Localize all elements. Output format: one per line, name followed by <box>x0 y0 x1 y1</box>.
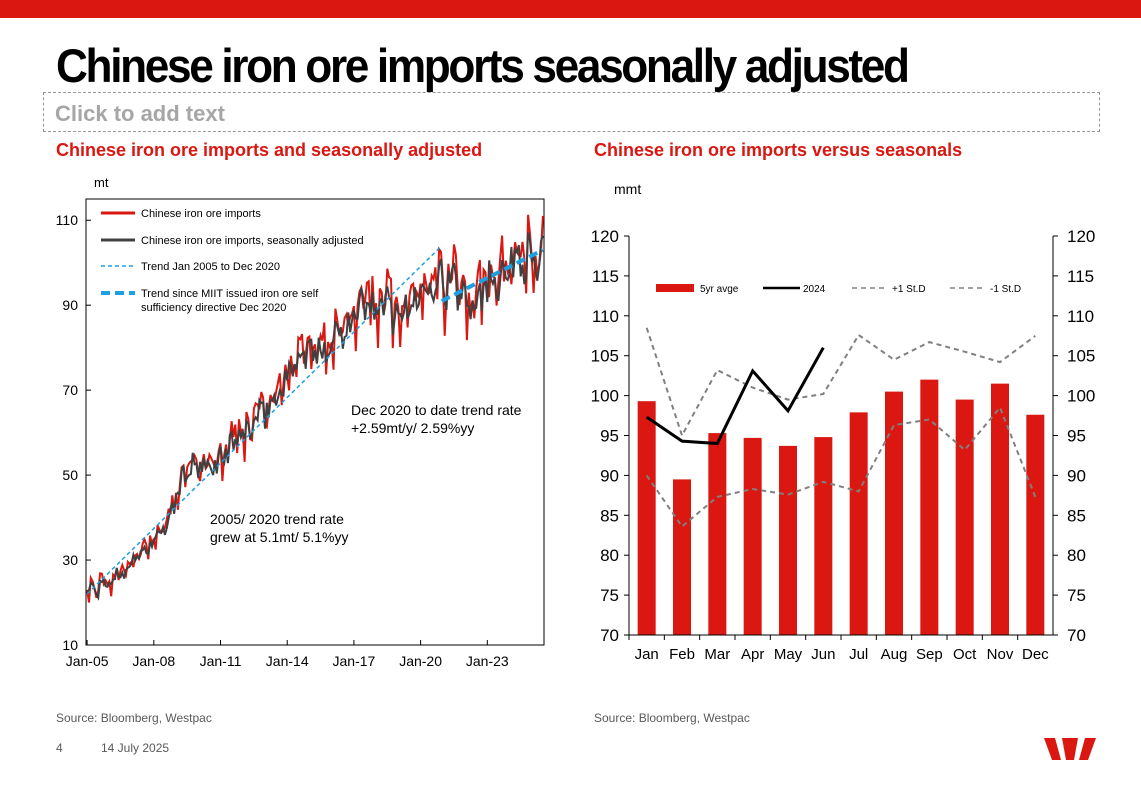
left-chart: mt 10 30 50 70 90 110 Jan-05 Jan-08 Jan-11 Jan-14 J… <box>56 175 545 669</box>
bar-5yr-avge-mar <box>708 433 727 635</box>
left-y-tick-label: 110 <box>56 212 79 228</box>
right-y-tick-label-left: 75 <box>600 586 619 605</box>
left-legend-label: Chinese iron ore imports, seasonally adj… <box>141 235 364 247</box>
right-x-tick-label: Mar <box>704 646 730 663</box>
left-plot-frame <box>85 198 545 646</box>
page-number: 4 <box>56 741 63 755</box>
right-y-tick-label-left: 115 <box>592 267 619 286</box>
right-x-tick-label: Feb <box>669 646 695 663</box>
series-plus-1-std <box>645 327 1036 439</box>
right-y-tick-label-left: 95 <box>600 427 619 446</box>
bar-5yr-avge-apr <box>743 437 762 635</box>
left-chart-title: Chinese iron ore imports and seasonally … <box>56 140 483 160</box>
trend-since-2020 <box>440 248 544 303</box>
right-legend-swatch-bar <box>656 284 694 292</box>
bar-5yr-avge-jun <box>814 437 833 635</box>
bar-5yr-avge-may <box>779 445 797 635</box>
left-x-tick-label: Jan-14 <box>266 653 309 669</box>
right-legend-label: +1 St.D <box>892 284 926 295</box>
right-chart-title: Chinese iron ore imports versus seasonal… <box>594 140 963 160</box>
right-y-tick-label-left: 100 <box>591 387 619 406</box>
bar-5yr-avge-sep <box>920 379 939 635</box>
left-x-tick-label: Jan-05 <box>66 653 109 669</box>
series-seasonally-adjusted <box>86 232 544 601</box>
bar-5yr-avge-nov <box>991 383 1009 635</box>
right-legend-label: -1 St.D <box>990 284 1021 295</box>
right-y-tick-label-left: 120 <box>591 227 619 246</box>
right-x-tick-label: Aug <box>881 646 908 663</box>
placeholder-label: Click to add text <box>55 101 225 126</box>
annotation-long-trend: grew at 5.1mt/ 5.1%yy <box>210 529 349 545</box>
left-y-tick-label: 10 <box>62 637 78 653</box>
right-y-tick-label-right: 90 <box>1067 466 1086 485</box>
right-x-tick-label: Dec <box>1022 646 1049 663</box>
series-minus-1-std <box>645 405 1037 528</box>
right-y-tick-label-right: 110 <box>1067 307 1094 326</box>
slide-title: Chinese iron ore imports seasonally adju… <box>56 39 910 92</box>
right-y-tick-label-right: 85 <box>1067 506 1086 525</box>
left-y-tick-label: 50 <box>62 467 78 483</box>
right-y-tick-label-left: 85 <box>600 506 619 525</box>
right-y-tick-label-right: 95 <box>1067 427 1086 446</box>
left-y-tick-label: 70 <box>62 382 78 398</box>
right-y-tick-label-right: 70 <box>1067 626 1086 645</box>
slide-date: 14 July 2025 <box>101 741 170 755</box>
right-y-tick-label-right: 105 <box>1067 347 1095 366</box>
right-x-tick-label: Jul <box>849 646 868 663</box>
left-legend-label: Chinese iron ore imports <box>141 208 261 220</box>
top-accent-bar <box>0 0 1141 18</box>
right-y-tick-label-left: 105 <box>591 347 619 366</box>
right-x-tick-label: Nov <box>987 646 1014 663</box>
left-legend-label: Trend Jan 2005 to Dec 2020 <box>141 261 280 273</box>
bar-5yr-avge-dec <box>1026 414 1045 635</box>
right-chart: mmt 70 70 75 75 80 80 85 85 90 90 95 95 100 100 105 105 1… <box>591 181 1096 663</box>
bar-5yr-avge-oct <box>955 399 974 635</box>
text-placeholder[interactable]: Click to add text <box>43 92 1100 132</box>
bar-5yr-avge-jul <box>849 412 868 635</box>
left-legend-label: sufficiency directive Dec 2020 <box>141 302 286 314</box>
bar-5yr-avge-aug <box>885 391 903 635</box>
left-y-unit: mt <box>94 175 109 190</box>
right-y-tick-label-left: 110 <box>592 307 619 326</box>
left-x-tick-label: Jan-11 <box>200 653 242 669</box>
westpac-logo <box>1044 738 1096 760</box>
right-y-tick-label-right: 115 <box>1067 267 1094 286</box>
left-x-tick-label: Jan-08 <box>132 653 175 669</box>
right-y-tick-label-left: 70 <box>600 626 619 645</box>
right-source: Source: Bloomberg, Westpac <box>594 711 750 725</box>
annotation-recent-trend: Dec 2020 to date trend rate <box>351 402 522 418</box>
left-x-tick-label: Jan-23 <box>466 653 509 669</box>
right-y-tick-label-right: 100 <box>1067 387 1095 406</box>
annotation-long-trend: 2005/ 2020 trend rate <box>210 511 344 527</box>
bar-5yr-avge-feb <box>673 479 691 635</box>
right-y-tick-label-left: 90 <box>600 466 619 485</box>
right-x-tick-label: Jun <box>811 646 835 663</box>
right-x-tick-label: Jan <box>635 646 659 663</box>
right-x-tick-label: May <box>774 646 803 663</box>
left-legend-label: Trend since MIIT issued iron ore self <box>141 288 319 300</box>
trend-2005-2020 <box>86 245 443 595</box>
right-x-tick-label: Sep <box>916 646 943 663</box>
right-x-tick-label: Oct <box>953 646 977 663</box>
right-y-tick-label-left: 80 <box>600 546 619 565</box>
left-y-tick-label: 90 <box>62 297 78 313</box>
right-legend-label: 2024 <box>803 284 826 295</box>
left-source: Source: Bloomberg, Westpac <box>56 711 212 725</box>
right-legend-label: 5yr avge <box>700 284 739 295</box>
right-y-tick-label-right: 75 <box>1067 586 1086 605</box>
series-2024 <box>645 346 825 446</box>
right-y-tick-label-right: 120 <box>1067 227 1095 246</box>
bar-5yr-avge-jan <box>637 401 656 635</box>
right-y-tick-label-right: 80 <box>1067 546 1086 565</box>
left-x-tick-label: Jan-17 <box>333 653 376 669</box>
right-y-unit: mmt <box>614 181 641 197</box>
annotation-recent-trend: +2.59mt/y/ 2.59%yy <box>351 420 474 436</box>
left-x-tick-label: Jan-20 <box>399 653 442 669</box>
right-x-tick-label: Apr <box>741 646 764 663</box>
left-y-tick-label: 30 <box>62 552 78 568</box>
